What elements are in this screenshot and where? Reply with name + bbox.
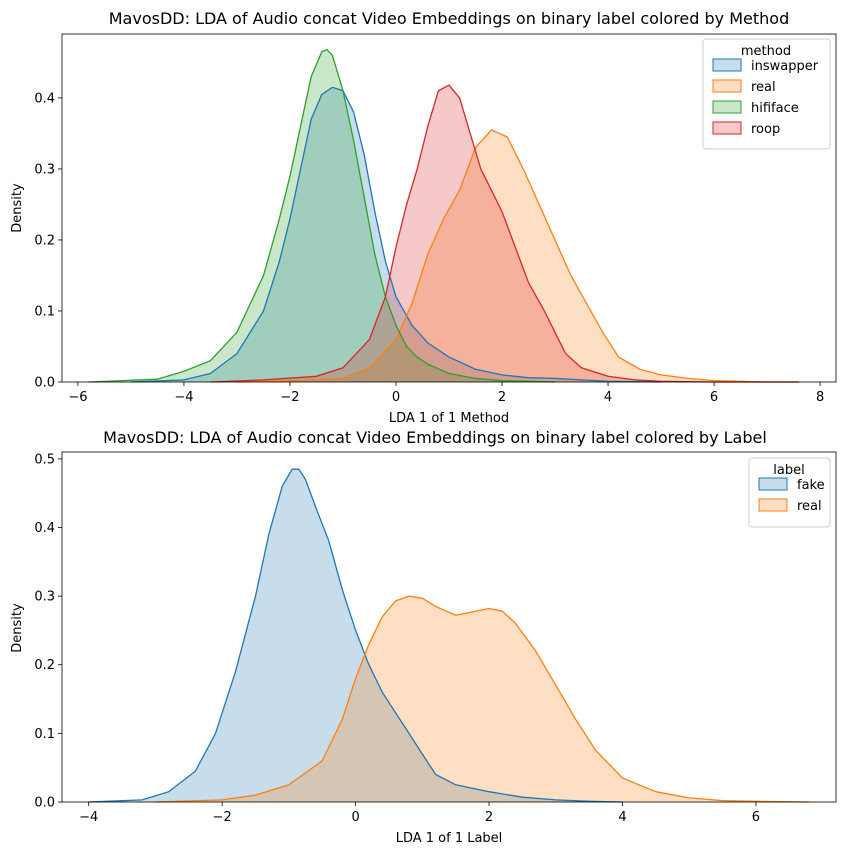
x-tick-label: −4 xyxy=(174,390,193,405)
chart-method: MavosDD: LDA of Audio concat Video Embed… xyxy=(10,9,837,426)
y-axis-label: Density xyxy=(10,183,25,233)
y-tick-label: 0.3 xyxy=(34,162,55,177)
legend-label-hififace: hififace xyxy=(751,101,799,116)
x-axis-ticks: −6 −4 −2 0 2 4 6 8 xyxy=(68,382,824,405)
y-tick-label: 0.0 xyxy=(34,796,55,811)
x-tick-label: 4 xyxy=(618,810,626,825)
legend: method inswapper real hififace roop xyxy=(702,38,831,150)
series-fills xyxy=(88,469,810,802)
series-area-fake xyxy=(88,469,623,802)
legend-box xyxy=(748,457,831,528)
y-tick-label: 0.5 xyxy=(34,452,55,467)
x-tick-label: 6 xyxy=(710,390,718,405)
legend-label-fake: fake xyxy=(797,478,825,493)
x-axis-label: LDA 1 of 1 Label xyxy=(396,831,503,846)
legend-items: inswapper real hififace roop xyxy=(712,58,819,137)
series-area-roop xyxy=(210,85,799,382)
x-tick-label: −2 xyxy=(280,390,299,405)
y-tick-label: 0.1 xyxy=(34,304,55,319)
legend-title: label xyxy=(773,463,804,478)
series-line-inswapper xyxy=(130,86,662,383)
legend-swatch-real xyxy=(758,498,788,512)
legend-swatch-roop xyxy=(712,121,742,135)
legend-items: fake real xyxy=(758,477,825,514)
y-tick-label: 0.3 xyxy=(34,590,55,605)
legend-title: method xyxy=(741,44,791,59)
legend-label-roop: roop xyxy=(751,122,780,137)
x-tick-label: −6 xyxy=(68,390,87,405)
legend-swatch-hififace xyxy=(712,100,742,114)
chart-title: MavosDD: LDA of Audio concat Video Embed… xyxy=(103,428,767,447)
x-tick-label: 0 xyxy=(392,390,400,405)
plot-frame xyxy=(61,33,837,383)
x-axis-ticks: −4 −2 0 2 4 6 xyxy=(79,802,760,825)
chart-title: MavosDD: LDA of Audio concat Video Embed… xyxy=(109,9,789,28)
x-tick-label: 0 xyxy=(351,810,359,825)
x-tick-label: −2 xyxy=(213,810,232,825)
y-axis-label: Density xyxy=(10,603,25,653)
chart-label: MavosDD: LDA of Audio concat Video Embed… xyxy=(10,428,837,846)
y-axis-ticks: 0.0 0.1 0.2 0.3 0.4 0.5 xyxy=(34,452,62,811)
x-tick-label: 2 xyxy=(498,390,506,405)
series-line-real xyxy=(236,129,799,383)
series-fills xyxy=(88,49,799,383)
legend-swatch-real xyxy=(712,79,742,93)
legend-swatch-fake xyxy=(758,477,788,491)
series-line-roop xyxy=(210,84,799,383)
y-tick-label: 0.4 xyxy=(34,91,55,106)
x-tick-label: −4 xyxy=(79,810,98,825)
y-tick-label: 0.2 xyxy=(34,233,55,248)
x-tick-label: 8 xyxy=(816,390,824,405)
x-tick-label: 6 xyxy=(752,810,760,825)
series-line-hififace xyxy=(88,48,556,383)
series-layer xyxy=(88,48,799,383)
plot-frame xyxy=(61,451,837,803)
legend: label fake real xyxy=(748,457,831,528)
series-layer xyxy=(88,468,810,803)
series-area-hififace xyxy=(88,49,555,382)
legend-label-inswapper: inswapper xyxy=(751,59,819,74)
legend-label-real: real xyxy=(797,499,822,514)
series-lines xyxy=(88,468,810,803)
legend-label-real: real xyxy=(751,80,776,95)
x-tick-label: 2 xyxy=(485,810,493,825)
series-area-inswapper xyxy=(130,87,662,383)
y-tick-label: 0.4 xyxy=(34,521,55,536)
series-area-real xyxy=(155,596,810,802)
series-line-fake xyxy=(88,468,623,803)
y-axis-ticks: 0.0 0.1 0.2 0.3 0.4 xyxy=(34,91,62,391)
series-lines xyxy=(88,48,799,383)
y-tick-label: 0.1 xyxy=(34,727,55,742)
y-tick-label: 0.2 xyxy=(34,658,55,673)
legend-swatch-inswapper xyxy=(712,58,742,72)
y-tick-label: 0.0 xyxy=(34,376,55,391)
x-axis-label: LDA 1 of 1 Method xyxy=(389,411,509,426)
series-line-real xyxy=(155,595,810,803)
x-tick-label: 4 xyxy=(604,390,612,405)
